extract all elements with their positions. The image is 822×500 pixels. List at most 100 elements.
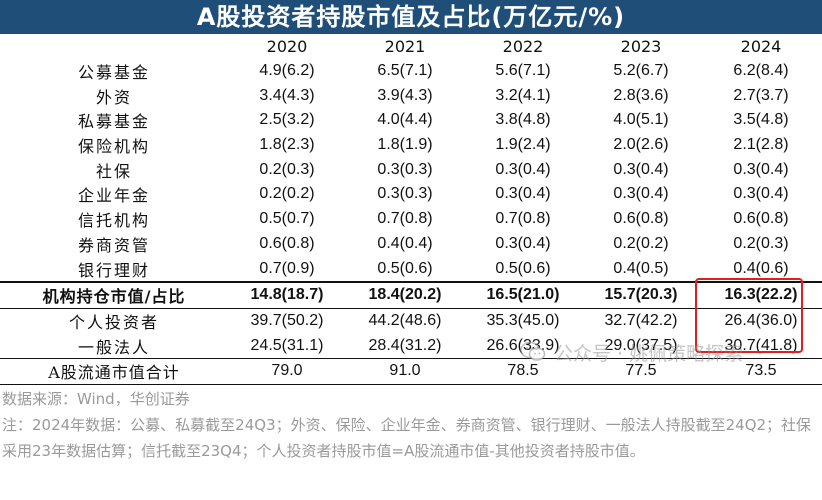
summary-value: 16.3(22.2) (700, 280, 822, 309)
row-label: 信托机构 (77, 211, 150, 231)
cell-value: 0.3(0.3) (377, 185, 433, 203)
cell-value: 2.5(3.2) (259, 111, 315, 129)
row-label: 外资 (95, 87, 132, 107)
cell-value: 5.2(6.7) (613, 62, 669, 80)
cell-value: 3.4(4.3) (259, 86, 315, 104)
cell-value: 0.3(0.4) (613, 185, 669, 203)
cell-value: 0.3(0.4) (733, 185, 789, 203)
row-label: 私募基金 (77, 112, 150, 132)
row-label: 公募基金 (77, 63, 150, 83)
table-row: 企业年金 0.2(0.2) 0.3(0.3) 0.3(0.4) 0.3(0.4)… (0, 182, 822, 207)
header-year: 2020 (266, 36, 308, 56)
cell-value: 1.8(2.3) (259, 136, 315, 154)
cell-value: 4.9(6.2) (259, 62, 315, 80)
data-source: 数据来源：Wind，华创证券 (2, 390, 190, 408)
cell-value: 26.4(36.0) (724, 311, 798, 329)
cell-value: 6.2(8.4) (733, 62, 789, 80)
cell-value: 2.1(2.8) (733, 136, 789, 154)
cell-value: 5.6(7.1) (495, 62, 551, 80)
cell-value: 3.8(4.8) (495, 111, 551, 129)
cell-value: 1.9(2.4) (495, 136, 551, 154)
header-year: 2021 (384, 36, 426, 56)
row-label: 保险机构 (77, 137, 150, 157)
cell-value: 1.8(1.9) (377, 136, 433, 154)
table-row: 个人投资者 39.7(50.2) 44.2(48.6) 35.3(45.0) 3… (0, 308, 822, 333)
cell-value: 0.5(0.6) (495, 259, 551, 277)
cell-value: 4.0(5.1) (613, 111, 669, 129)
total-value: 91.0 (346, 357, 464, 385)
cell-value: 0.3(0.3) (377, 160, 433, 178)
cell-value: 0.6(0.8) (613, 210, 669, 228)
row-label: 企业年金 (77, 186, 150, 206)
cell-value: 0.2(0.3) (259, 160, 315, 178)
total-row: A股流通市值合计 79.0 91.0 78.5 77.5 73.5 (0, 357, 822, 385)
header-blank (0, 34, 228, 59)
cell-value: 0.7(0.9) (259, 259, 315, 277)
total-value: 73.5 (700, 357, 822, 385)
cell-value: 0.3(0.4) (733, 160, 789, 178)
table-row: 券商资管 0.6(0.8) 0.4(0.4) 0.3(0.4) 0.2(0.2)… (0, 232, 822, 257)
cell-value: 39.7(50.2) (250, 311, 324, 329)
cell-value: 3.5(4.8) (733, 111, 789, 129)
cell-value: 0.7(0.8) (377, 210, 433, 228)
cell-value: 0.3(0.4) (613, 160, 669, 178)
cell-value: 0.4(0.6) (733, 259, 789, 277)
summary-value: 18.4(20.2) (346, 280, 464, 309)
cell-value: 4.0(4.4) (377, 111, 433, 129)
cell-value: 26.6(33.9) (486, 336, 560, 354)
header-year: 2023 (620, 36, 662, 56)
row-label: 个人投资者 (68, 312, 159, 332)
table-row: 公募基金 4.9(6.2) 6.5(7.1) 5.6(7.1) 5.2(6.7)… (0, 59, 822, 84)
cell-value: 0.5(0.6) (377, 259, 433, 277)
cell-value: 0.3(0.4) (495, 160, 551, 178)
summary-row: 机构持仓市值/占比 14.8(18.7) 18.4(20.2) 16.5(21.… (0, 280, 822, 309)
cell-value: 0.4(0.5) (613, 259, 669, 277)
table-row: 信托机构 0.5(0.7) 0.7(0.8) 0.7(0.8) 0.6(0.8)… (0, 207, 822, 232)
cell-value: 3.9(4.3) (377, 86, 433, 104)
cell-value: 2.7(3.7) (733, 86, 789, 104)
cell-value: 3.2(4.1) (495, 86, 551, 104)
total-value: 78.5 (464, 357, 582, 385)
cell-value: 0.2(0.2) (259, 185, 315, 203)
holdings-table: 2020 2021 2022 2023 2024 公募基金 4.9(6.2) 6… (0, 34, 822, 385)
cell-value: 44.2(48.6) (368, 311, 442, 329)
table-row: 私募基金 2.5(3.2) 4.0(4.4) 3.8(4.8) 4.0(5.1)… (0, 108, 822, 133)
table-row: 银行理财 0.7(0.9) 0.5(0.6) 0.5(0.6) 0.4(0.5)… (0, 256, 822, 282)
cell-value: 29.0(37.5) (604, 336, 678, 354)
cell-value: 0.6(0.8) (259, 234, 315, 252)
table-title: A股投资者持股市值及占比(万亿元/%) (0, 0, 822, 34)
total-label: A股流通市值合计 (0, 357, 228, 385)
cell-value: 32.7(42.2) (604, 311, 678, 329)
footnote: 注：2024年数据：公募、私募截至24Q3；外资、保险、企业年金、券商资管、银行… (2, 416, 812, 460)
row-label: 社保 (95, 161, 132, 181)
summary-value: 14.8(18.7) (228, 280, 346, 309)
table-row: 一般法人 24.5(31.1) 28.4(31.2) 26.6(33.9) 29… (0, 333, 822, 358)
cell-value: 6.5(7.1) (377, 62, 433, 80)
cell-value: 0.2(0.3) (733, 234, 789, 252)
cell-value: 0.3(0.4) (495, 185, 551, 203)
row-label: 一般法人 (77, 337, 150, 357)
total-value: 77.5 (582, 357, 700, 385)
summary-value: 16.5(21.0) (464, 280, 582, 309)
table-row: 外资 3.4(4.3) 3.9(4.3) 3.2(4.1) 2.8(3.6) 2… (0, 83, 822, 108)
summary-value: 15.7(20.3) (582, 280, 700, 309)
cell-value: 2.8(3.6) (613, 86, 669, 104)
cell-value: 28.4(31.2) (368, 336, 442, 354)
cell-value: 35.3(45.0) (486, 311, 560, 329)
cell-value: 0.7(0.8) (495, 210, 551, 228)
header-year: 2022 (502, 36, 544, 56)
cell-value: 0.3(0.4) (495, 234, 551, 252)
cell-value: 0.6(0.8) (733, 210, 789, 228)
table-row: 保险机构 1.8(2.3) 1.8(1.9) 1.9(2.4) 2.0(2.6)… (0, 133, 822, 158)
total-value: 79.0 (228, 357, 346, 385)
row-label: 银行理财 (77, 260, 150, 280)
table-row: 社保 0.2(0.3) 0.3(0.3) 0.3(0.4) 0.3(0.4) 0… (0, 157, 822, 182)
cell-value: 30.7(41.8) (724, 336, 798, 354)
header-row: 2020 2021 2022 2023 2024 (0, 34, 822, 59)
cell-value: 2.0(2.6) (613, 136, 669, 154)
cell-value: 0.2(0.2) (613, 234, 669, 252)
cell-value: 24.5(31.1) (250, 336, 324, 354)
header-year: 2024 (740, 36, 782, 56)
notes: 数据来源：Wind，华创证券 注：2024年数据：公募、私募截至24Q3；外资、… (2, 386, 820, 464)
